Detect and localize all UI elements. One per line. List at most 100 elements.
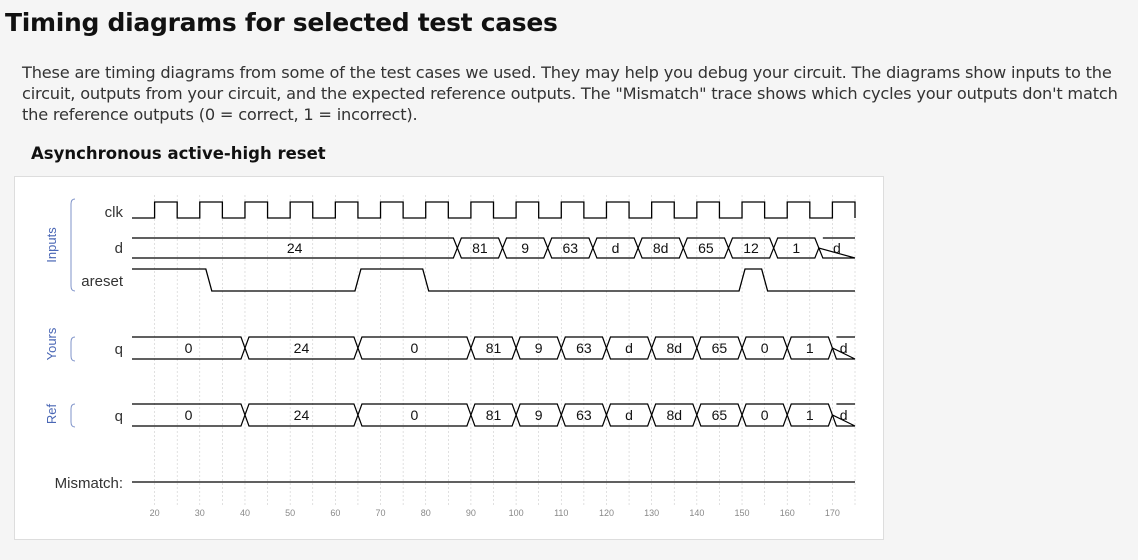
q-yours-bus-value: d [625, 340, 633, 356]
q-ref-bus-value: d [625, 407, 633, 423]
d-bus-value: 63 [563, 240, 579, 256]
x-tick-label: 90 [466, 508, 476, 518]
page-title: Timing diagrams for selected test cases [5, 8, 558, 37]
q-ref-bus-value: 1 [806, 407, 814, 423]
d-bus-segment [727, 237, 775, 259]
x-tick-label: 20 [150, 508, 160, 518]
q-yours-label: q [115, 341, 123, 358]
q-ref-bus-segment [560, 403, 608, 427]
areset-label: areset [81, 273, 124, 290]
q-yours-bus-value: 63 [576, 340, 592, 356]
q-ref-bus-value: 63 [576, 407, 592, 423]
q-ref-bus-value: 24 [294, 407, 310, 423]
q-yours-bus-value: d [840, 340, 848, 356]
q-yours-bus-value: 0 [411, 340, 419, 356]
q-ref-bus-value: d [840, 407, 848, 423]
q-ref-bus-segment [605, 403, 653, 427]
d-bus-value: 12 [743, 240, 759, 256]
x-tick-label: 100 [509, 508, 524, 518]
x-tick-label: 70 [376, 508, 386, 518]
q-ref-bus-segment [741, 403, 788, 427]
x-tick-label: 30 [195, 508, 205, 518]
x-tick-label: 170 [825, 508, 840, 518]
q-ref-bus-value: 65 [712, 407, 728, 423]
q-yours-bus-segment [244, 336, 359, 360]
q-yours-bus-segment [696, 336, 743, 360]
q-ref-bus-segment [470, 403, 517, 427]
q-yours-bus-value: 9 [535, 340, 543, 356]
q-ref-bus-segment [244, 403, 359, 427]
x-tick-label: 160 [780, 508, 795, 518]
intro-paragraph: These are timing diagrams from some of t… [22, 63, 1118, 124]
d-bus-value: 24 [287, 240, 303, 256]
d-bus-value: 1 [792, 240, 800, 256]
q-yours-bus-segment [357, 336, 472, 360]
d-bus-value: 65 [698, 240, 714, 256]
q-ref-bus-value: 0 [185, 407, 193, 423]
q-ref-bus-value: 8d [666, 407, 682, 423]
q-yours-bus-segment [651, 336, 698, 360]
q-ref-label: q [115, 408, 123, 425]
timing-diagram: 20 30 40 50 60 70 80 90 100 110 120 130 140 150 160 170… [44, 195, 856, 518]
q-yours-bus-segment [741, 336, 788, 360]
d-bus-value: 81 [472, 240, 488, 256]
q-yours-bus-segment [605, 336, 653, 360]
group-label-yours: Yours [44, 327, 59, 360]
x-tick-label: 110 [554, 508, 568, 518]
q-ref-bus-segment [515, 403, 562, 427]
d-bus-segment [592, 237, 639, 259]
x-tick-label: 60 [330, 508, 340, 518]
x-tick-label: 120 [599, 508, 614, 518]
clk-label: clk [105, 204, 124, 221]
group-label-ref: Ref [44, 403, 59, 424]
q-ref-bus-segment [357, 403, 472, 427]
timing-diagram-panel: 20 30 40 50 60 70 80 90 100 110 120 130 140 150 160 170… [14, 176, 884, 540]
x-tick-label: 80 [421, 508, 431, 518]
q-ref-bus-segment [786, 403, 834, 427]
q-ref-bus-value: 0 [761, 407, 769, 423]
x-tick-label: 140 [689, 508, 704, 518]
group-bracket [70, 403, 76, 428]
d-bus-segment [456, 237, 504, 259]
d-bus-segment [547, 237, 594, 259]
q-ref-bus-segment [831, 403, 856, 427]
d-bus-value: d [612, 240, 620, 256]
q-ref-bus-value: 9 [535, 407, 543, 423]
q-yours-bus-value: 65 [712, 340, 728, 356]
q-yours-bus-value: 0 [185, 340, 193, 356]
clk-waveform [132, 201, 856, 219]
q-yours-bus-value: 0 [761, 340, 769, 356]
q-yours-bus-segment [786, 336, 834, 360]
q-ref-bus-segment [696, 403, 743, 427]
d-bus-value: 8d [653, 240, 669, 256]
q-ref-bus-segment [651, 403, 698, 427]
d-bus-value: d [833, 240, 841, 256]
d-bus-segment [501, 237, 549, 259]
q-yours-bus-segment [515, 336, 562, 360]
q-yours-bus-segment [470, 336, 517, 360]
q-ref-bus-value: 0 [411, 407, 419, 423]
x-tick-label: 40 [240, 508, 250, 518]
group-bracket [70, 336, 76, 362]
d-bus-value: 9 [521, 240, 529, 256]
q-yours-bus-value: 8d [666, 340, 682, 356]
d-bus-segment [637, 237, 684, 259]
x-tick-label: 150 [735, 508, 750, 518]
q-yours-bus-segment [560, 336, 608, 360]
d-bus-segment [682, 237, 730, 259]
d-label: d [115, 240, 123, 257]
areset-waveform [132, 268, 855, 292]
x-tick-label: 130 [644, 508, 659, 518]
group-label-inputs: Inputs [44, 227, 59, 263]
q-yours-bus-value: 81 [486, 340, 502, 356]
d-bus-segment [773, 237, 820, 259]
q-yours-bus-value: 1 [806, 340, 814, 356]
q-ref-bus-value: 81 [486, 407, 502, 423]
d-bus-segment [817, 237, 856, 259]
q-yours-bus-value: 24 [294, 340, 310, 356]
mismatch-label: Mismatch: [55, 475, 123, 492]
group-bracket [70, 198, 76, 292]
x-tick-label: 50 [285, 508, 295, 518]
q-yours-bus-segment [831, 336, 856, 360]
section-title: Asynchronous active-high reset [31, 144, 326, 163]
